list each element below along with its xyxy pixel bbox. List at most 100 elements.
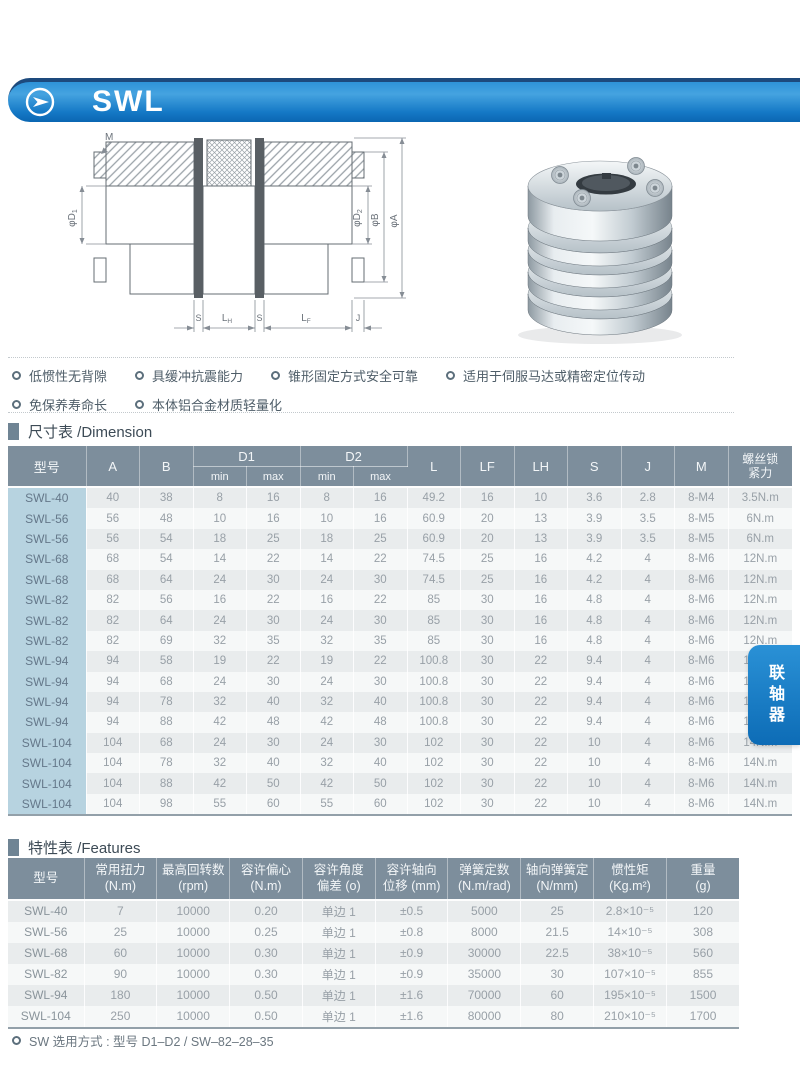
dim-value-cell: 12N.m — [743, 553, 778, 566]
dim-value-cell: 8-M6 — [674, 569, 729, 590]
dim-col-lf: LF — [460, 446, 515, 488]
bullet-item: 本体铝合金材质轻量化 — [135, 395, 282, 414]
bullet-row: 免保养寿命长 本体铝合金材质轻量化 — [12, 395, 736, 414]
dim-value-cell: 56 — [86, 508, 140, 529]
dim-value-cell: 8 — [300, 487, 354, 509]
dim-table-row: SWL-68 68 64 24 30 24 30 74.5 25 16 4.2 4 8-M6 12N.m — [8, 569, 792, 590]
dim-value-cell: 3.5 — [621, 528, 675, 550]
feat-value-cell: 0.20 — [229, 899, 303, 922]
feat-value-cell: 10000 — [156, 1005, 231, 1028]
feat-value-cell: 560 — [693, 946, 714, 960]
side-tab-label: 联轴器 — [766, 663, 783, 727]
dim-value-cell: 42 — [300, 773, 354, 794]
feat-value-cell: 1500 — [689, 988, 717, 1002]
dim-label-d1: φD1 — [67, 209, 79, 227]
dim-label-s2: S — [256, 313, 262, 323]
dim-value-cell: 14N.m — [743, 798, 778, 811]
dim-value-cell: 24 — [193, 671, 247, 692]
feat-value-cell: 单边 1 — [302, 963, 376, 985]
feat-value-cell: 10000 — [156, 899, 231, 922]
dim-value-cell: 8-M6 — [674, 610, 729, 631]
feat-model-cell: SWL-94 — [8, 984, 85, 1006]
dim-value-cell: 3.9 — [567, 508, 622, 529]
dim-value-cell: 24 — [193, 732, 247, 754]
dim-col-lh: LH — [514, 446, 568, 488]
side-tab-coupling[interactable]: 联轴器 — [748, 645, 800, 745]
dim-value-cell: 20 — [460, 528, 515, 550]
selection-note: SW 选用方式 : 型号 D1–D2 / SW–82–28–35 — [12, 1031, 274, 1050]
dim-value-cell: 9.4 — [567, 712, 622, 733]
dim-value-cell: 22 — [514, 773, 568, 794]
dim-value-cell: 8 — [193, 487, 247, 509]
feat-col-line2: 偏差 (o) — [316, 879, 361, 894]
dim-value-cell: 8-M6 — [674, 651, 729, 672]
dim-value-cell: 4 — [621, 753, 675, 774]
feat-value-cell: 855 — [693, 967, 714, 981]
dim-value-cell: 20 — [460, 508, 515, 529]
dim-value-cell: 60.9 — [407, 508, 461, 529]
dim-value-cell: 10 — [514, 487, 568, 509]
dim-value-cell: 22 — [514, 671, 568, 692]
bullet-label: 具缓冲抗震能力 — [152, 369, 244, 384]
dim-value-cell: 4.2 — [567, 569, 622, 590]
dim-value-cell: 30 — [246, 569, 301, 590]
feat-col-line1: 轴向弹簧定 — [525, 863, 589, 877]
dim-model-cell: SWL-82 — [8, 589, 87, 611]
feat-value-cell: 60 — [520, 984, 595, 1006]
dim-value-cell: 22 — [246, 651, 301, 672]
dim-value-cell: 16 — [514, 630, 568, 652]
dim-table-row: SWL-82 82 69 32 35 32 35 85 30 16 4.8 4 8-M6 12N.m — [8, 630, 792, 652]
bullet-ring-icon — [12, 371, 21, 380]
dim-value-cell: 16 — [460, 487, 515, 509]
dim-value-cell: 55 — [193, 793, 247, 816]
feat-value-cell: 195×10⁻⁵ — [593, 984, 667, 1006]
dim-value-cell: 4 — [621, 773, 675, 794]
bullet-ring-icon — [135, 371, 145, 380]
feat-table-row: SWL-94 180 10000 0.50 单边 1 ±1.6 70000 60 195×10⁻… — [8, 984, 740, 1006]
feat-col-header: 容许偏心 (N.m) — [229, 858, 303, 901]
feat-model-cell: SWL-68 — [8, 942, 85, 964]
dim-value-cell: 30 — [246, 732, 301, 754]
feat-model-cell: SWL-56 — [8, 921, 85, 943]
dim-value-cell: 16 — [514, 569, 568, 590]
dim-value-cell: 30 — [460, 712, 515, 733]
dim-value-cell: 3.5N.m — [741, 492, 779, 505]
dim-value-cell: 22 — [514, 712, 568, 733]
feat-col-header: 弹簧定数 (N.m/rad) — [447, 858, 522, 901]
dim-value-cell: 8-M6 — [674, 549, 729, 570]
dim-value-cell: 22 — [246, 589, 301, 611]
feat-value-cell: 25 — [84, 921, 158, 943]
divider — [8, 412, 734, 413]
feat-value-cell: 8000 — [447, 921, 522, 943]
feat-table-header: 型号 常用扭力 (N.m) 最高回转数 (rpm) 容许偏心 (N.m) 容许角度 偏差 (o)… — [8, 858, 740, 901]
dim-model-cell: SWL-94 — [8, 671, 87, 692]
dim-model-cell: SWL-94 — [8, 651, 87, 672]
features-section-title: 特性表 /Features — [8, 837, 141, 858]
dim-value-cell: 40 — [353, 753, 408, 774]
feat-col-line1: 常用扭力 — [95, 863, 146, 877]
dim-value-cell: 22 — [514, 732, 568, 754]
bullet-label: 适用于伺服马达或精密定位传动 — [463, 369, 646, 384]
dim-value-cell: 22 — [353, 651, 408, 672]
dim-value-cell: 8-M6 — [674, 630, 729, 652]
dim-value-cell: 48 — [139, 508, 194, 529]
dim-value-cell: 16 — [193, 589, 247, 611]
feat-table-row: SWL-56 25 10000 0.25 单边 1 ±0.8 8000 21.5 14×10⁻⁵… — [8, 921, 740, 943]
feat-value-cell: 7 — [84, 899, 158, 922]
feat-value-cell: 1700 — [689, 1009, 717, 1023]
feat-col-line1: 容许角度 — [313, 863, 364, 877]
dim-col-d1-max: max — [246, 466, 301, 488]
dim-value-cell: 50 — [353, 773, 408, 794]
dim-col-d1-min: min — [193, 466, 247, 488]
dim-value-cell: 30 — [460, 630, 515, 652]
dim-value-cell: 3.5 — [621, 508, 675, 529]
dim-value-cell: 102 — [407, 773, 461, 794]
dim-value-cell: 42 — [193, 712, 247, 733]
dim-value-cell: 32 — [300, 753, 354, 774]
feat-col-header: 型号 — [8, 858, 85, 901]
page-header: SWL — [8, 78, 800, 122]
feat-value-cell: 180 — [84, 984, 158, 1006]
feat-value-cell: 单边 1 — [302, 899, 376, 922]
dim-model-cell: SWL-104 — [8, 773, 87, 794]
